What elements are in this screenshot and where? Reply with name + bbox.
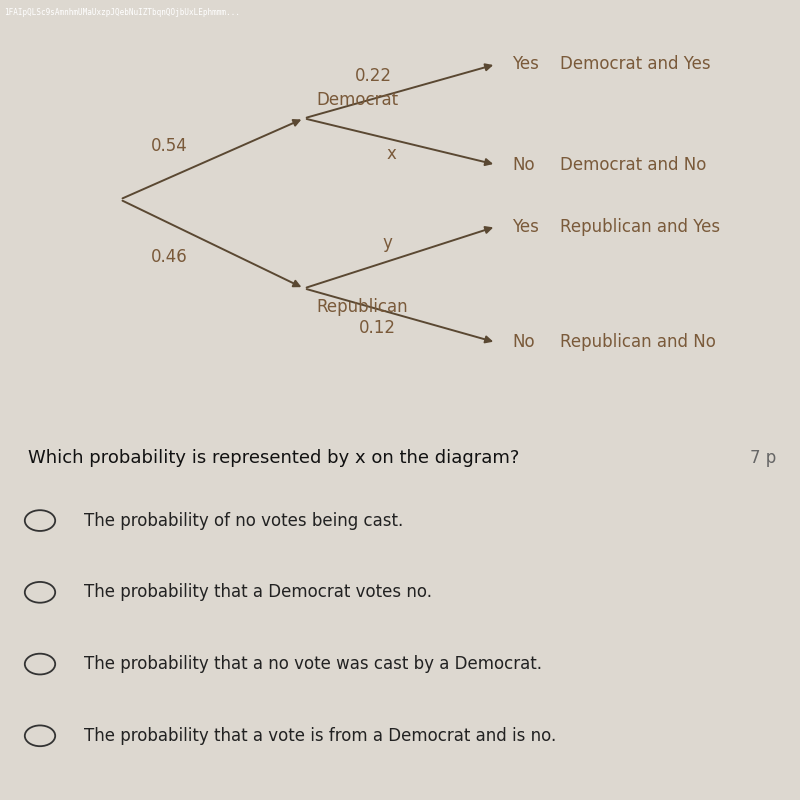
Text: 0.12: 0.12 [359,319,396,338]
Text: x: x [386,146,396,163]
Text: The probability that a vote is from a Democrat and is no.: The probability that a vote is from a De… [84,727,556,745]
Text: The probability that a Democrat votes no.: The probability that a Democrat votes no… [84,583,432,602]
Text: Democrat: Democrat [316,90,398,109]
Text: 0.54: 0.54 [151,137,188,155]
Text: Democrat and Yes: Democrat and Yes [560,55,710,74]
Text: 0.22: 0.22 [355,67,392,86]
Text: 1FAIpQLSc9sAmnhmUMaUxzpJQebNuIZTbqnQOjbUxLEphmmm...: 1FAIpQLSc9sAmnhmUMaUxzpJQebNuIZTbqnQOjbU… [4,8,240,18]
Text: 0.46: 0.46 [151,248,188,266]
Text: Which probability is represented by x on the diagram?: Which probability is represented by x on… [28,449,519,467]
Text: Republican: Republican [316,298,408,316]
Text: The probability of no votes being cast.: The probability of no votes being cast. [84,511,403,530]
Text: No: No [512,156,534,174]
Text: The probability that a no vote was cast by a Democrat.: The probability that a no vote was cast … [84,655,542,673]
Text: Republican and No: Republican and No [560,334,716,351]
Text: No: No [512,334,534,351]
Text: Yes: Yes [512,218,539,235]
Text: Democrat and No: Democrat and No [560,156,706,174]
Text: y: y [382,234,392,252]
Text: Republican and Yes: Republican and Yes [560,218,720,235]
Text: Yes: Yes [512,55,539,74]
Text: 7 p: 7 p [750,449,776,467]
